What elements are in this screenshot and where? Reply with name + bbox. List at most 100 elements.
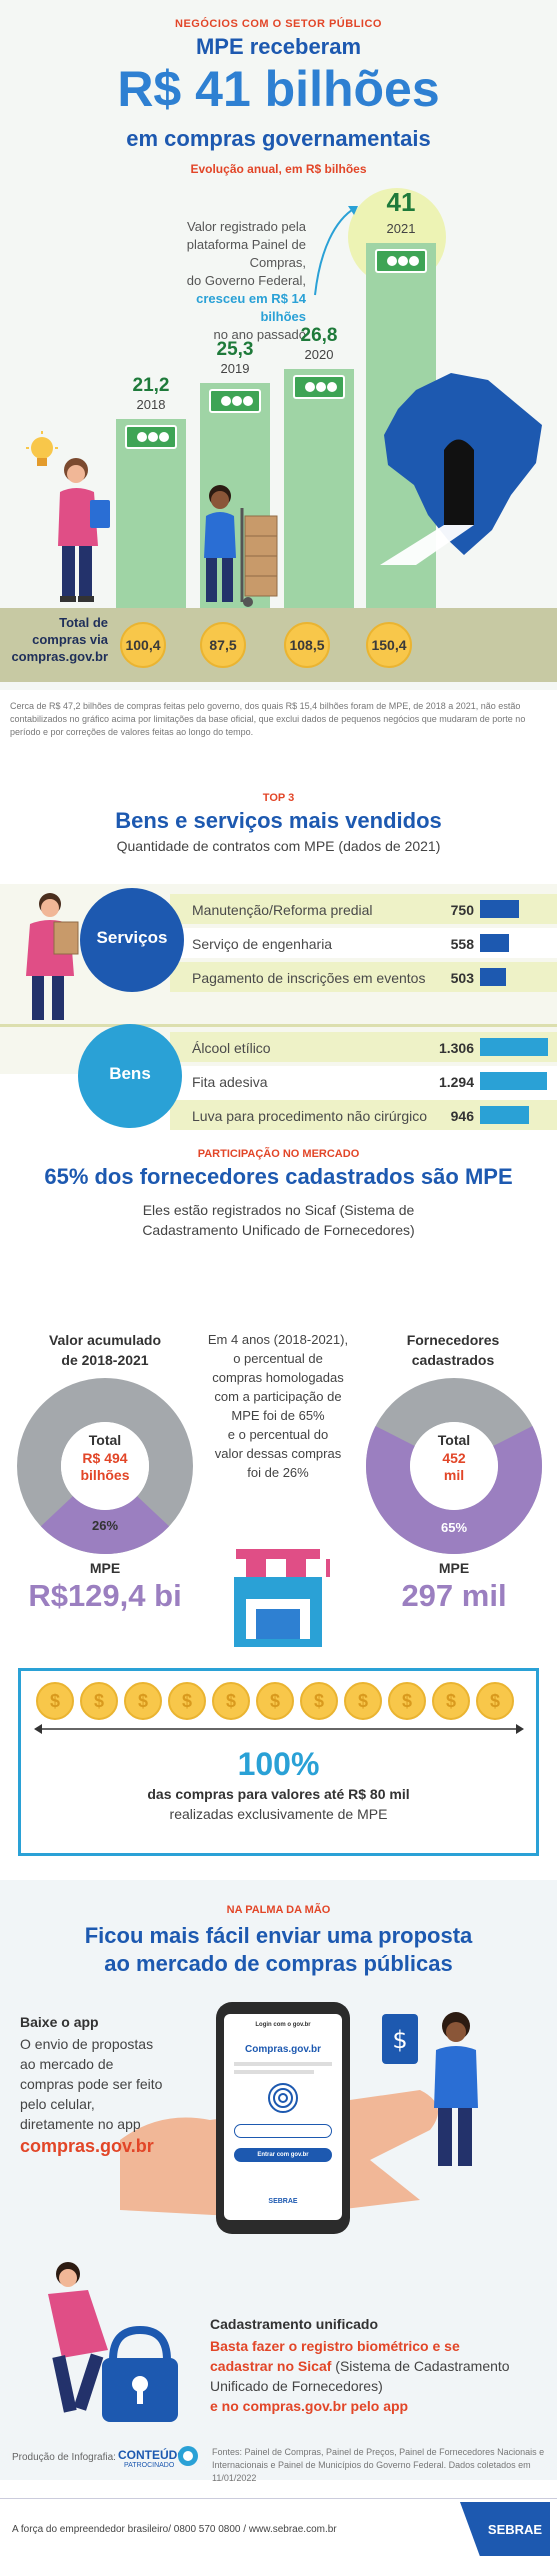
item-value: 750	[450, 902, 474, 918]
app-link[interactable]: compras.gov.br	[20, 2136, 154, 2156]
money-icon	[293, 375, 345, 400]
title-line: Valor acumulado	[48, 1332, 162, 1348]
money-dot	[221, 395, 231, 406]
left-total-label: Total	[88, 1432, 122, 1448]
growth-arrow-icon	[314, 206, 358, 296]
donut-fornecedores	[366, 1378, 542, 1554]
coin-icon: $	[432, 1682, 470, 1720]
left-pct-label: 26%	[91, 1518, 119, 1533]
right-mpe-label: MPE	[438, 1560, 470, 1576]
item-value: 1.294	[438, 1074, 474, 1090]
bar-2020	[284, 369, 354, 608]
servicos-label: Serviços	[96, 928, 168, 947]
money-dot	[243, 395, 253, 406]
donut-highlight	[366, 1426, 542, 1554]
total-coin: 100,4	[120, 622, 166, 668]
totals-label-line: Total de	[59, 615, 108, 630]
money-dot	[409, 256, 419, 266]
credit-logo-icon	[178, 2446, 198, 2466]
middle-line: compras homologadas	[212, 1370, 344, 1385]
brazil-map-icon	[380, 373, 542, 565]
app-line: O envio de propostas	[20, 2036, 154, 2052]
item-label: Álcool etílico	[192, 1040, 271, 1056]
bens-label: Bens	[109, 1064, 151, 1083]
app-line: ao mercado de	[20, 2056, 114, 2072]
money-dot	[159, 432, 169, 443]
title-line3: em compras governamentais	[126, 126, 431, 151]
footer	[0, 2498, 557, 2560]
item-label: Manutenção/Reforma predial	[192, 902, 373, 918]
palma-title: Ficou mais fácil enviar uma proposta ao …	[0, 1922, 557, 1978]
footnote: Cerca de R$ 47,2 bilhões de compras feit…	[10, 701, 526, 737]
phone-footer: SEBRAE	[268, 2198, 298, 2205]
range-arrow-icon	[34, 1724, 524, 1734]
subtitle-line: Cadastramento Unificado de Fornecedores)	[142, 1222, 415, 1238]
money-dot	[305, 382, 315, 393]
money-dot	[387, 256, 397, 266]
money-icon	[125, 425, 177, 450]
participacao-title: 65% dos fornecedores cadastrados são MPE	[44, 1164, 513, 1189]
middle-line: MPE foi de 65%	[231, 1408, 325, 1423]
cadastro-title: Cadastramento unificado	[210, 2316, 379, 2332]
phone-input[interactable]	[234, 2124, 332, 2138]
coin-icon: $	[256, 1682, 294, 1720]
coin-icon: $	[168, 1682, 206, 1720]
participacao-subtitle: Eles estão registrados no Sicaf (Sistema…	[0, 1200, 557, 1240]
item-bar	[480, 1038, 548, 1056]
item-bar	[480, 1106, 530, 1124]
sources: Fontes: Painel de Compras, Painel de Pre…	[212, 2447, 545, 2483]
right-total-label: Total	[437, 1432, 471, 1448]
left-donut-title: Valor acumulado de 2018-2021	[20, 1330, 190, 1370]
kicker-top3: TOP 3	[262, 792, 295, 804]
total-coin: 108,5	[284, 622, 330, 668]
section-compras	[0, 0, 557, 690]
coin-icon: $	[212, 1682, 250, 1720]
note-line: do Governo Federal,	[186, 273, 306, 288]
sebrae-logo: SEBRAE	[487, 2522, 543, 2537]
note-end: no ano passado	[213, 327, 306, 342]
item-bar	[480, 900, 520, 918]
bar-year-label: 2019	[220, 360, 250, 376]
bar-value-label: 26,8	[300, 325, 338, 347]
app-text: O envio de propostas ao mercado de compr…	[20, 2034, 180, 2134]
totals-label-line: compras.gov.br	[11, 649, 108, 664]
middle-line: Em 4 anos (2018-2021),	[207, 1332, 349, 1347]
left-mpe-label: MPE	[89, 1560, 121, 1576]
right-donut-title: Fornecedores cadastrados	[368, 1330, 538, 1370]
item-value: 503	[450, 970, 474, 986]
item-bar	[480, 1072, 548, 1090]
store-icon	[226, 1549, 330, 1647]
title-line: Ficou mais fácil enviar uma proposta	[84, 1923, 473, 1948]
kicker-palma: NA PALMA DA MÃO	[226, 1904, 331, 1916]
credit-sub: PATROCINADO	[124, 2462, 175, 2469]
app-line: compras pode ser feito	[20, 2076, 163, 2092]
donut-valor	[17, 1378, 193, 1554]
growth-note: Valor registrado pela plataforma Painel …	[150, 218, 306, 344]
bar-value-label: 41	[386, 187, 416, 217]
value-line: bilhões	[80, 1467, 130, 1483]
delivery-man-illustration	[204, 485, 278, 607]
item-label: Fita adesiva	[192, 1074, 268, 1090]
money-dot	[327, 382, 337, 393]
svg-text:$: $	[392, 2026, 407, 2054]
money-dot	[232, 395, 242, 406]
right-total-value: 452 mil	[384, 1450, 524, 1484]
kicker-participacao: PARTICIPAÇÃO NO MERCADO	[197, 1148, 360, 1160]
divider	[0, 1024, 557, 1027]
app-line: diretamente no app	[20, 2116, 141, 2132]
coin-icon: $	[344, 1682, 382, 1720]
servicos-circle	[80, 888, 184, 992]
fingerprint-icon	[268, 2083, 298, 2113]
phone-login-button[interactable]: Entrar com gov.br	[234, 2148, 332, 2162]
title-line1: MPE receberam	[195, 34, 362, 59]
middle-text: Em 4 anos (2018-2021), o percentual de c…	[196, 1330, 360, 1482]
note-line: plataforma Painel de Compras,	[186, 237, 306, 270]
footer-text: A força do empreendedor brasileiro/ 0800…	[12, 2524, 337, 2535]
credit-label: Produção de Infografia:	[12, 2452, 116, 2463]
item-value: 1.306	[438, 1040, 474, 1056]
coins-box	[18, 1668, 539, 1856]
phone-header: Login com o gov.br	[255, 2022, 311, 2028]
app-line: pelo celular,	[20, 2096, 95, 2112]
item-label: Pagamento de inscrições em eventos	[192, 970, 426, 986]
kicker-negocios: NEGÓCIOS COM O SETOR PÚBLICO	[175, 18, 382, 30]
